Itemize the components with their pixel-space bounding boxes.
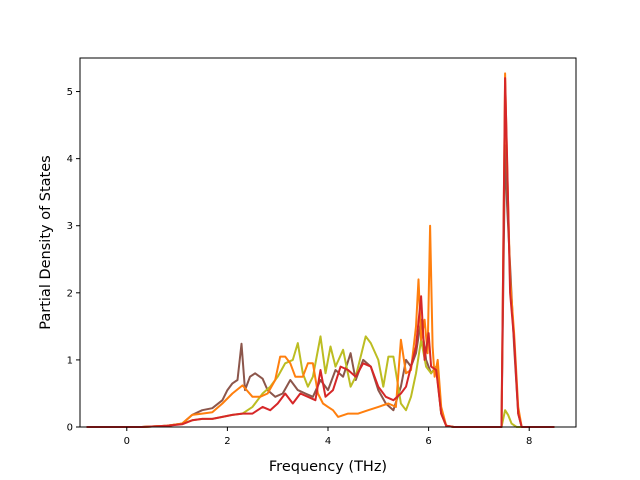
x-tick-label: 8 xyxy=(526,436,532,447)
y-axis-title: Partial Density of States xyxy=(38,155,54,329)
plot-frame xyxy=(79,57,577,428)
y-tick-label: 3 xyxy=(67,221,73,232)
y-tick-label: 2 xyxy=(67,288,73,299)
x-tick-label: 4 xyxy=(325,436,331,447)
y-tick-label: 5 xyxy=(67,87,73,98)
ticks-layer: 0 2 4 6 8 0 1 2 3 4 5 xyxy=(67,87,533,447)
y-tick-label: 0 xyxy=(67,423,73,434)
y-tick-label: 1 xyxy=(67,355,73,366)
x-tick-label: 2 xyxy=(224,436,230,447)
y-tick-label: 4 xyxy=(67,154,73,165)
x-tick-label: 0 xyxy=(124,436,130,447)
x-axis-title: Frequency (THz) xyxy=(269,459,387,475)
x-tick-label: 6 xyxy=(425,436,431,447)
